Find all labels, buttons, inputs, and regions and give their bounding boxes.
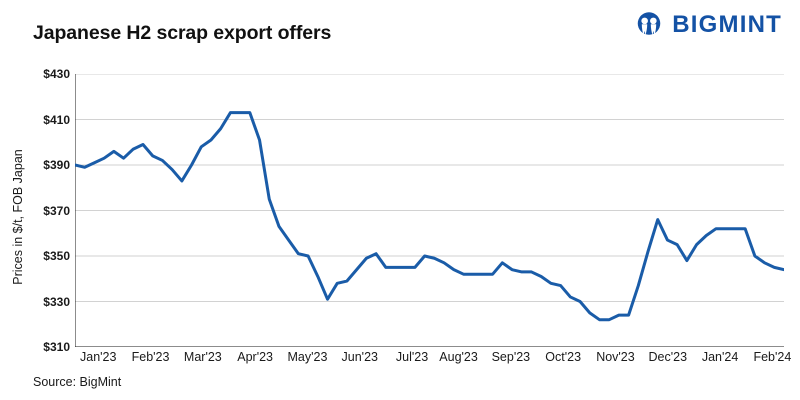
y-tick-label: $430	[43, 67, 70, 81]
y-tick-label: $310	[43, 340, 70, 354]
brand-wordmark: BIGMINT	[672, 11, 782, 38]
gridlines	[75, 74, 784, 302]
x-tick-label: Dec'23	[648, 350, 688, 364]
x-tick-label: May'23	[287, 350, 328, 364]
x-tick-label: Oct'23	[545, 350, 582, 364]
y-tick-label: $330	[43, 294, 70, 309]
x-tick-label: Sep'23	[491, 350, 531, 364]
x-tick-label: Jul'23	[395, 350, 429, 364]
source-note: Source: BigMint	[33, 375, 122, 389]
x-tick-label: Feb'23	[131, 350, 170, 364]
y-tick-label: $410	[43, 112, 70, 127]
bigmint-circle-mark-icon	[638, 12, 661, 36]
y-tick-label: $350	[43, 249, 70, 263]
data-series-line	[75, 111, 784, 322]
plot-area	[75, 74, 784, 347]
x-tick-label: Nov'23	[596, 350, 635, 364]
x-tick-label: Feb'24	[753, 350, 792, 364]
x-tick-label: Jun'23	[341, 350, 378, 364]
x-tick-label: Mar'23	[183, 350, 222, 364]
y-tick-label: $390	[43, 158, 70, 172]
x-tick-label: Apr'23	[237, 350, 274, 364]
y-tick-label: $370	[43, 203, 70, 218]
x-tick-label: Jan'23	[80, 350, 117, 364]
x-tick-label: Jan'24	[701, 350, 739, 364]
brand-logo: BIGMINT	[634, 10, 782, 40]
x-tick-label: Aug'23	[439, 350, 478, 364]
line-chart-svg	[75, 74, 784, 347]
y-axis-tick-labels: $430 $410 $390 $370 $350 $330 $310	[20, 0, 70, 400]
page-title: Japanese H2 scrap export offers	[33, 22, 332, 44]
x-axis-tick-labels: Jan'23 Feb'23 Mar'23 Apr'23 May'23 Jun'23 Jul'…	[75, 350, 791, 370]
